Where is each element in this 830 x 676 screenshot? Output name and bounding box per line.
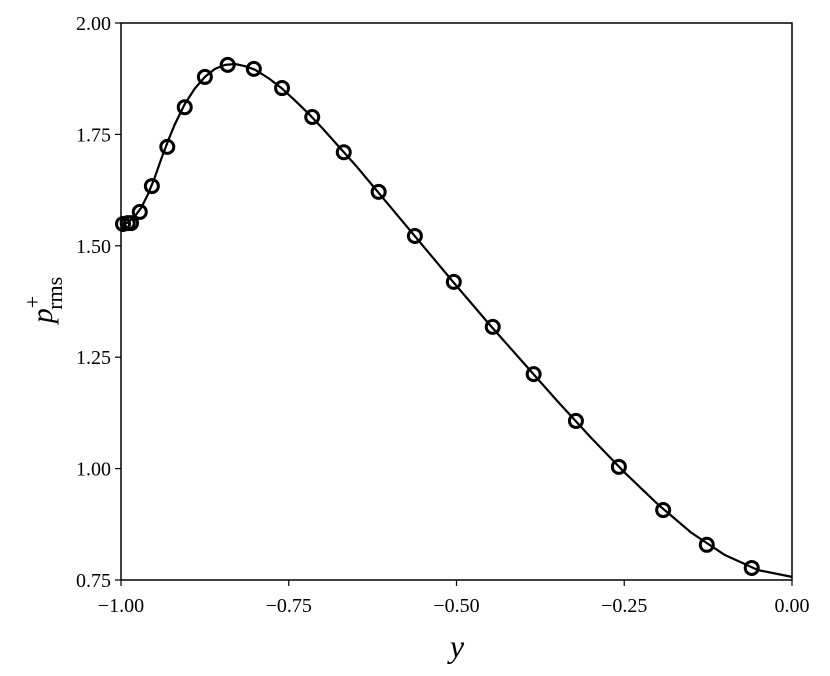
y-tick-label: 1.75 — [76, 124, 111, 146]
marker — [655, 502, 672, 519]
marker — [370, 183, 387, 200]
marker — [484, 318, 501, 335]
marker — [445, 273, 462, 290]
y-label-base: p — [26, 308, 59, 325]
marker — [176, 99, 193, 116]
x-tick-label: −1.00 — [98, 595, 144, 617]
marker — [743, 559, 760, 576]
marker — [698, 536, 715, 553]
y-tick-label: 0.75 — [76, 570, 111, 592]
x-tick-label: −0.25 — [601, 595, 647, 617]
marker — [274, 80, 291, 97]
marker — [159, 138, 176, 155]
marker — [219, 56, 236, 73]
marker — [567, 412, 584, 429]
x-axis-label: y — [447, 628, 465, 664]
marker — [196, 68, 213, 85]
marker — [610, 458, 627, 475]
marker — [131, 203, 148, 220]
marker — [335, 144, 352, 161]
marker — [525, 366, 542, 383]
marker — [123, 215, 140, 232]
y-tick-label: 1.25 — [76, 347, 111, 369]
y-tick-label: 2.00 — [76, 13, 111, 35]
y-axis-label: p+rms — [20, 277, 67, 325]
x-tick-label: −0.75 — [266, 595, 312, 617]
x-tick-label: 0.00 — [775, 595, 810, 617]
marker — [304, 109, 321, 126]
marker — [143, 178, 160, 195]
y-label-sub: rms — [42, 277, 67, 310]
y-tick-label: 1.50 — [76, 236, 111, 258]
x-tick-label: −0.50 — [433, 595, 479, 617]
plot-frame — [120, 22, 793, 581]
y-tick-label: 1.00 — [76, 459, 111, 481]
marker — [406, 227, 423, 244]
y-label-sup: + — [20, 296, 45, 308]
marker — [245, 60, 262, 77]
line — [120, 62, 793, 578]
